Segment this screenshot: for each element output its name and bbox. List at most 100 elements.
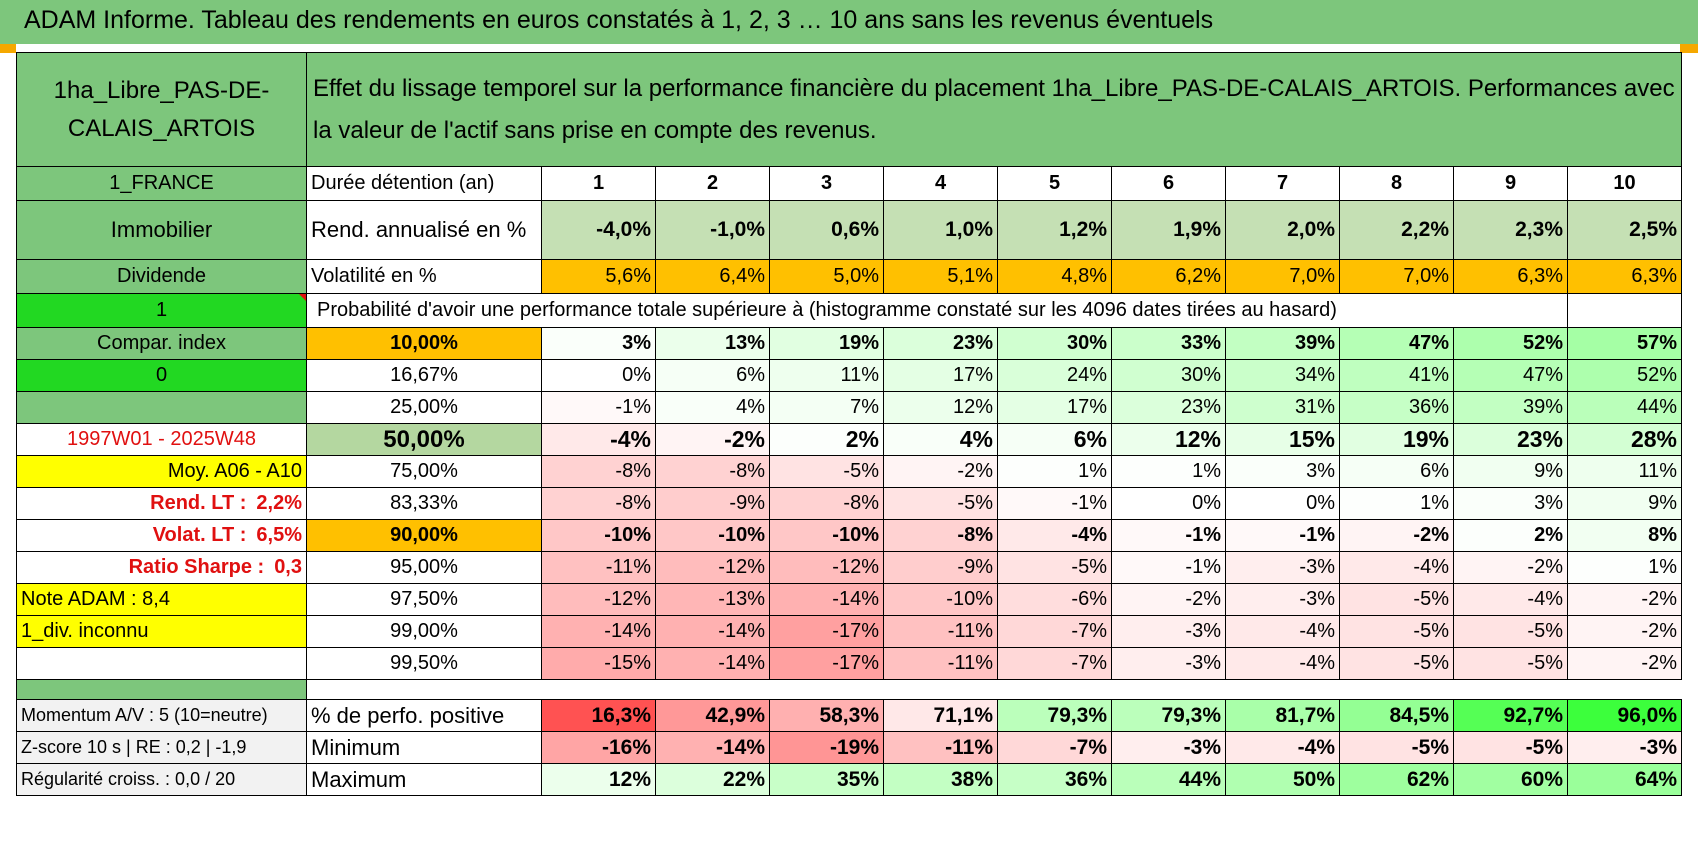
- percentile-cell: 11%: [1567, 455, 1682, 488]
- percentile-cell: -13%: [655, 583, 770, 616]
- year-header: 2: [655, 166, 770, 201]
- min-cell: -3%: [1111, 731, 1226, 764]
- percentile-cell: 44%: [1567, 391, 1682, 424]
- momentum-label: Momentum A/V : 5 (10=neutre): [16, 699, 307, 732]
- percentile-cell: -1%: [541, 391, 656, 424]
- percentile-cell: 39%: [1453, 391, 1568, 424]
- level-label: 95,00%: [306, 551, 542, 584]
- percentile-cell: -10%: [883, 583, 998, 616]
- percentile-cell: -5%: [769, 455, 884, 488]
- flag-one-value: 1: [155, 299, 168, 321]
- level-label: 83,33%: [306, 487, 542, 520]
- volat-lt-label: Volat. LT :: [152, 524, 247, 546]
- percentile-cell: -4%: [1225, 615, 1340, 648]
- percentile-cell: -5%: [1339, 615, 1454, 648]
- percentile-cell: 1%: [1567, 551, 1682, 584]
- year-header: 9: [1453, 166, 1568, 201]
- max-cell: 12%: [541, 763, 656, 796]
- percentile-cell: 19%: [769, 327, 884, 360]
- volat-value: 6,4%: [655, 259, 770, 294]
- percentile-cell: -3%: [1111, 647, 1226, 680]
- performance-table: 1ha_Libre_PAS-DE-CALAIS_ARTOIS Effet du …: [16, 52, 1682, 796]
- percentile-cell: 23%: [1453, 423, 1568, 456]
- percentile-cell: 47%: [1339, 327, 1454, 360]
- rend-label: Rend. annualisé en %: [306, 200, 542, 260]
- empty-cell: [1567, 293, 1682, 328]
- green-spacer: [16, 679, 307, 700]
- percentile-cell: 9%: [1453, 455, 1568, 488]
- percentile-cell: -1%: [1111, 551, 1226, 584]
- percentile-cell: 4%: [655, 391, 770, 424]
- min-cell: -5%: [1339, 731, 1454, 764]
- percentile-cell: -9%: [883, 551, 998, 584]
- percentile-cell: -5%: [1339, 583, 1454, 616]
- percentile-cell: -8%: [883, 519, 998, 552]
- year-header: 8: [1339, 166, 1454, 201]
- positive-cell: 79,3%: [1111, 699, 1226, 732]
- row-label: Minimum: [306, 731, 542, 764]
- percentile-cell: -11%: [883, 647, 998, 680]
- sharpe-ratio: Ratio Sharpe : 0,3: [16, 551, 307, 584]
- flag-one: 1: [16, 293, 307, 328]
- percentile-cell: -12%: [541, 583, 656, 616]
- percentile-cell: -1%: [997, 487, 1112, 520]
- positive-cell: 16,3%: [541, 699, 656, 732]
- percentile-cell: -4%: [541, 423, 656, 456]
- volat-lt: Volat. LT : 6,5%: [16, 519, 307, 552]
- percentile-cell: 23%: [883, 327, 998, 360]
- spacer-row: [306, 679, 1682, 700]
- percentile-cell: -10%: [541, 519, 656, 552]
- percentile-cell: -8%: [541, 487, 656, 520]
- percentile-cell: 6%: [1339, 455, 1454, 488]
- moy-label: Moy. A06 - A10: [16, 455, 307, 488]
- percentile-cell: -2%: [655, 423, 770, 456]
- percentile-cell: 2%: [1453, 519, 1568, 552]
- percentile-cell: 30%: [1111, 359, 1226, 392]
- percentile-cell: -11%: [883, 615, 998, 648]
- min-cell: -11%: [883, 731, 998, 764]
- rend-lt: Rend. LT : 2,2%: [16, 487, 307, 520]
- positive-cell: 96,0%: [1567, 699, 1682, 732]
- percentile-cell: 1%: [1111, 455, 1226, 488]
- percentile-cell: 3%: [541, 327, 656, 360]
- report-title: ADAM Informe. Tableau des rendements en …: [24, 6, 1214, 34]
- percentile-cell: -10%: [655, 519, 770, 552]
- rend-value: 2,3%: [1453, 200, 1568, 260]
- country-label: 1_FRANCE: [16, 166, 307, 201]
- percentile-cell: 1%: [1339, 487, 1454, 520]
- percentile-cell: 6%: [997, 423, 1112, 456]
- percentile-cell: -9%: [655, 487, 770, 520]
- level-label: 50,00%: [306, 423, 542, 456]
- percentile-cell: -2%: [1567, 615, 1682, 648]
- level-label: 75,00%: [306, 455, 542, 488]
- min-cell: -19%: [769, 731, 884, 764]
- percentile-cell: 23%: [1111, 391, 1226, 424]
- percentile-cell: 2%: [769, 423, 884, 456]
- min-cell: -7%: [997, 731, 1112, 764]
- percentile-cell: -3%: [1225, 551, 1340, 584]
- percentile-cell: 34%: [1225, 359, 1340, 392]
- percentile-cell: -7%: [997, 647, 1112, 680]
- percentile-cell: 9%: [1567, 487, 1682, 520]
- percentile-cell: -11%: [541, 551, 656, 584]
- positive-cell: 71,1%: [883, 699, 998, 732]
- percentile-cell: 0%: [1225, 487, 1340, 520]
- percentile-cell: 30%: [997, 327, 1112, 360]
- empty-cell: [1453, 293, 1568, 328]
- percentile-cell: 12%: [883, 391, 998, 424]
- percentile-cell: -17%: [769, 615, 884, 648]
- percentile-cell: -2%: [1567, 647, 1682, 680]
- percentile-cell: -14%: [655, 615, 770, 648]
- max-cell: 50%: [1225, 763, 1340, 796]
- rend-value: 0,6%: [769, 200, 884, 260]
- percentile-cell: 28%: [1567, 423, 1682, 456]
- percentile-cell: 36%: [1339, 391, 1454, 424]
- level-label: 97,50%: [306, 583, 542, 616]
- percentile-cell: 41%: [1339, 359, 1454, 392]
- rend-value: 2,5%: [1567, 200, 1682, 260]
- table-description: Effet du lissage temporel sur la perform…: [306, 52, 1682, 167]
- report-title-bar: ADAM Informe. Tableau des rendements en …: [0, 0, 1698, 44]
- percentile-cell: 8%: [1567, 519, 1682, 552]
- level-label: 16,67%: [306, 359, 542, 392]
- min-cell: -5%: [1453, 731, 1568, 764]
